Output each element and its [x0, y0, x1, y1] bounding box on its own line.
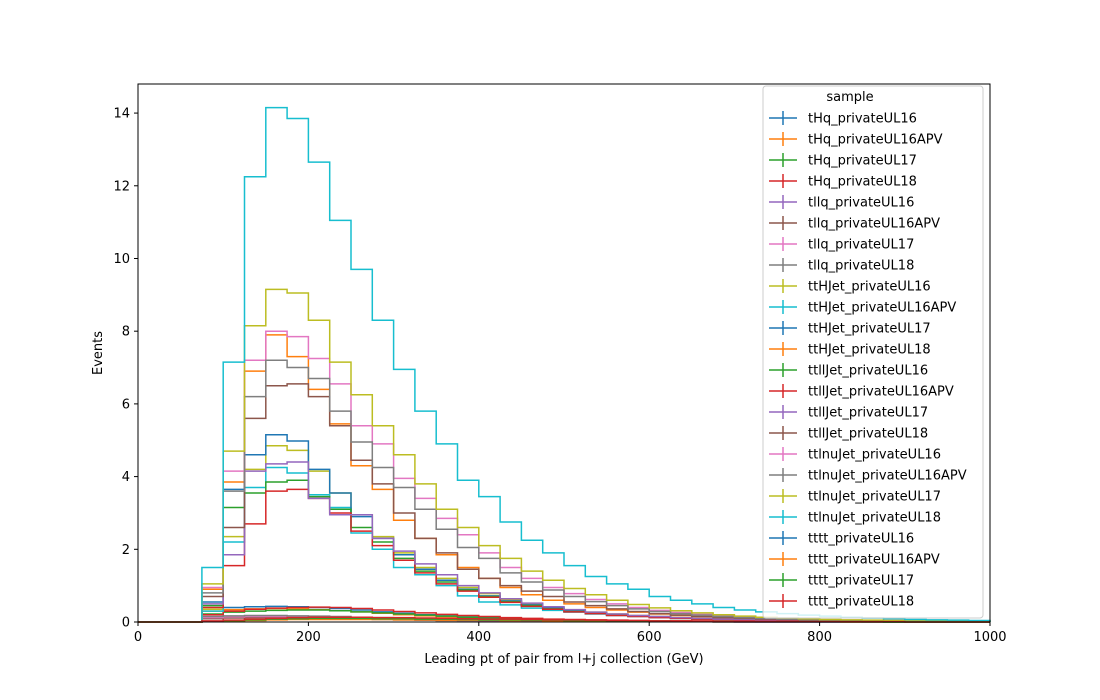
legend-label: tllq_privateUL16: [808, 196, 914, 211]
legend-label: tttt_privateUL17: [808, 574, 914, 589]
x-tick-label: 600: [637, 630, 662, 645]
legend-label: ttHJet_privateUL17: [808, 322, 931, 337]
legend-label: tttt_privateUL16: [808, 532, 914, 547]
y-tick-label: 0: [122, 616, 130, 631]
x-tick-label: 1000: [973, 630, 1006, 645]
legend-label: tttt_privateUL16APV: [808, 553, 940, 568]
legend-entry: tHq_privateUL16APV: [769, 132, 943, 148]
legend-label: tHq_privateUL18: [808, 175, 917, 190]
legend-label: ttllJet_privateUL17: [808, 406, 928, 421]
legend-label: tttt_privateUL18: [808, 595, 914, 610]
legend-entry: tHq_privateUL18: [769, 174, 917, 190]
legend-entry: tHq_privateUL16: [769, 111, 917, 127]
legend-entry: ttllJet_privateUL18: [769, 426, 928, 442]
legend-items: tHq_privateUL16 tHq_privateUL16APV tHq_pri…: [769, 111, 967, 610]
legend-title: sample: [826, 90, 873, 105]
legend-label: ttllJet_privateUL16: [808, 364, 928, 379]
legend-label: ttHJet_privateUL16: [808, 280, 931, 295]
legend-label: tllq_privateUL18: [808, 259, 914, 274]
legend: sample tHq_privateUL16 tHq_privateUL16APV…: [762, 85, 984, 619]
legend-entry: ttlnuJet_privateUL17: [769, 489, 941, 505]
legend-entry: ttHJet_privateUL16: [769, 279, 931, 295]
legend-label: ttHJet_privateUL16APV: [808, 301, 956, 316]
legend-label: tllq_privateUL17: [808, 238, 914, 253]
legend-entry: ttllJet_privateUL16APV: [769, 384, 954, 400]
legend-label: ttlnuJet_privateUL18: [808, 511, 941, 526]
x-tick-label: 400: [466, 630, 491, 645]
legend-entry: ttllJet_privateUL16: [769, 363, 928, 379]
legend-label: ttllJet_privateUL18: [808, 427, 928, 442]
legend-label: ttlnuJet_privateUL17: [808, 490, 941, 505]
y-axis-label: Events: [91, 331, 106, 375]
legend-entry: tllq_privateUL16APV: [769, 216, 940, 232]
y-tick-label: 4: [122, 470, 130, 485]
legend-entry: tttt_privateUL16APV: [769, 552, 940, 568]
legend-label: ttllJet_privateUL16APV: [808, 385, 954, 400]
legend-box: [762, 85, 984, 619]
x-axis-label: Leading pt of pair from l+j collection (…: [424, 652, 703, 667]
legend-entry: ttlnuJet_privateUL16: [769, 447, 941, 463]
legend-entry: ttHJet_privateUL16APV: [769, 300, 956, 316]
legend-entry: tttt_privateUL16: [769, 531, 914, 547]
legend-label: tllq_privateUL16APV: [808, 217, 940, 232]
series-ttlnuJet_privateUL17: [138, 288, 991, 623]
legend-label: tHq_privateUL16APV: [808, 133, 943, 148]
y-tick-label: 2: [122, 543, 130, 558]
legend-label: ttlnuJet_privateUL16APV: [808, 469, 967, 484]
legend-label: tHq_privateUL16: [808, 112, 917, 127]
legend-entry: tHq_privateUL17: [769, 153, 917, 169]
y-tick-label: 10: [113, 252, 130, 267]
y-tick-label: 12: [113, 179, 130, 194]
legend-label: ttlnuJet_privateUL16: [808, 448, 941, 463]
x-tick-label: 800: [807, 630, 832, 645]
x-tick-label: 0: [134, 630, 142, 645]
plot-frame: [137, 83, 991, 623]
legend-entry: tllq_privateUL16: [769, 195, 914, 211]
legend-entry: ttHJet_privateUL18: [769, 342, 931, 358]
legend-label: tHq_privateUL17: [808, 154, 917, 169]
y-tick-label: 14: [113, 107, 130, 122]
legend-entry: ttHJet_privateUL17: [769, 321, 931, 337]
legend-entry: ttlnuJet_privateUL16APV: [769, 468, 967, 484]
legend-label: ttHJet_privateUL18: [808, 343, 931, 358]
legend-entry: tllq_privateUL18: [769, 258, 914, 274]
x-axis: 0 200 400 600 800 1000: [134, 622, 1007, 645]
legend-entry: ttlnuJet_privateUL18: [769, 510, 941, 526]
legend-entry: tttt_privateUL17: [769, 573, 914, 589]
legend-entry: ttllJet_privateUL17: [769, 405, 928, 421]
legend-entry: tttt_privateUL18: [769, 594, 914, 610]
legend-entry: tllq_privateUL17: [769, 237, 914, 253]
x-tick-label: 200: [296, 630, 321, 645]
y-tick-label: 8: [122, 325, 130, 340]
y-tick-label: 6: [122, 397, 130, 412]
y-axis: 0 2 4 6 8 10 12 14: [113, 107, 138, 631]
